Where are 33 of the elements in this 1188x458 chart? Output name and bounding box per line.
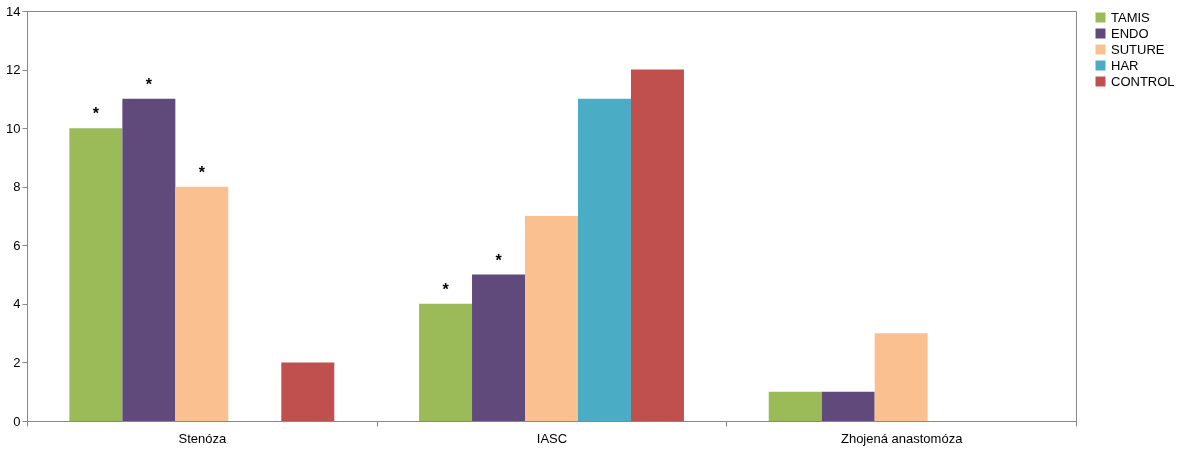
x-tick-label: Stenóza: [178, 430, 227, 446]
y-tick-label: 6: [13, 237, 21, 253]
y-tick-label: 2: [13, 354, 21, 370]
bar: [768, 391, 822, 421]
y-tick-label: 8: [13, 179, 21, 195]
y-tick-label: 12: [6, 62, 21, 78]
y-tick-label: 4: [13, 296, 21, 312]
data-label: *: [442, 280, 450, 298]
bar: [525, 216, 578, 421]
legend-label: SUTURE: [1111, 41, 1165, 57]
y-tick-label: 10: [6, 120, 21, 136]
bar: [281, 362, 335, 421]
legend-label: TAMIS: [1111, 9, 1151, 25]
legend-label: ENDO: [1111, 25, 1149, 41]
y-tick-label: 14: [6, 3, 21, 19]
bar: [122, 98, 176, 421]
legend-label: CONTROL: [1111, 73, 1175, 89]
bar: [419, 303, 473, 421]
bar: [69, 128, 123, 421]
x-tick-label: Zhojená anastomóza: [840, 430, 964, 446]
bar: [472, 274, 526, 421]
bar: [874, 333, 928, 421]
bar: [821, 391, 875, 421]
data-label: *: [198, 163, 206, 181]
bar: [577, 98, 631, 421]
x-tick-label: IASC: [536, 430, 568, 446]
y-tick-label: 0: [13, 413, 21, 429]
legend-label: HAR: [1111, 57, 1139, 73]
bar: [175, 186, 229, 421]
bar: [630, 69, 684, 421]
data-label: *: [145, 75, 153, 93]
data-label: *: [92, 105, 100, 123]
data-label: *: [495, 251, 503, 269]
